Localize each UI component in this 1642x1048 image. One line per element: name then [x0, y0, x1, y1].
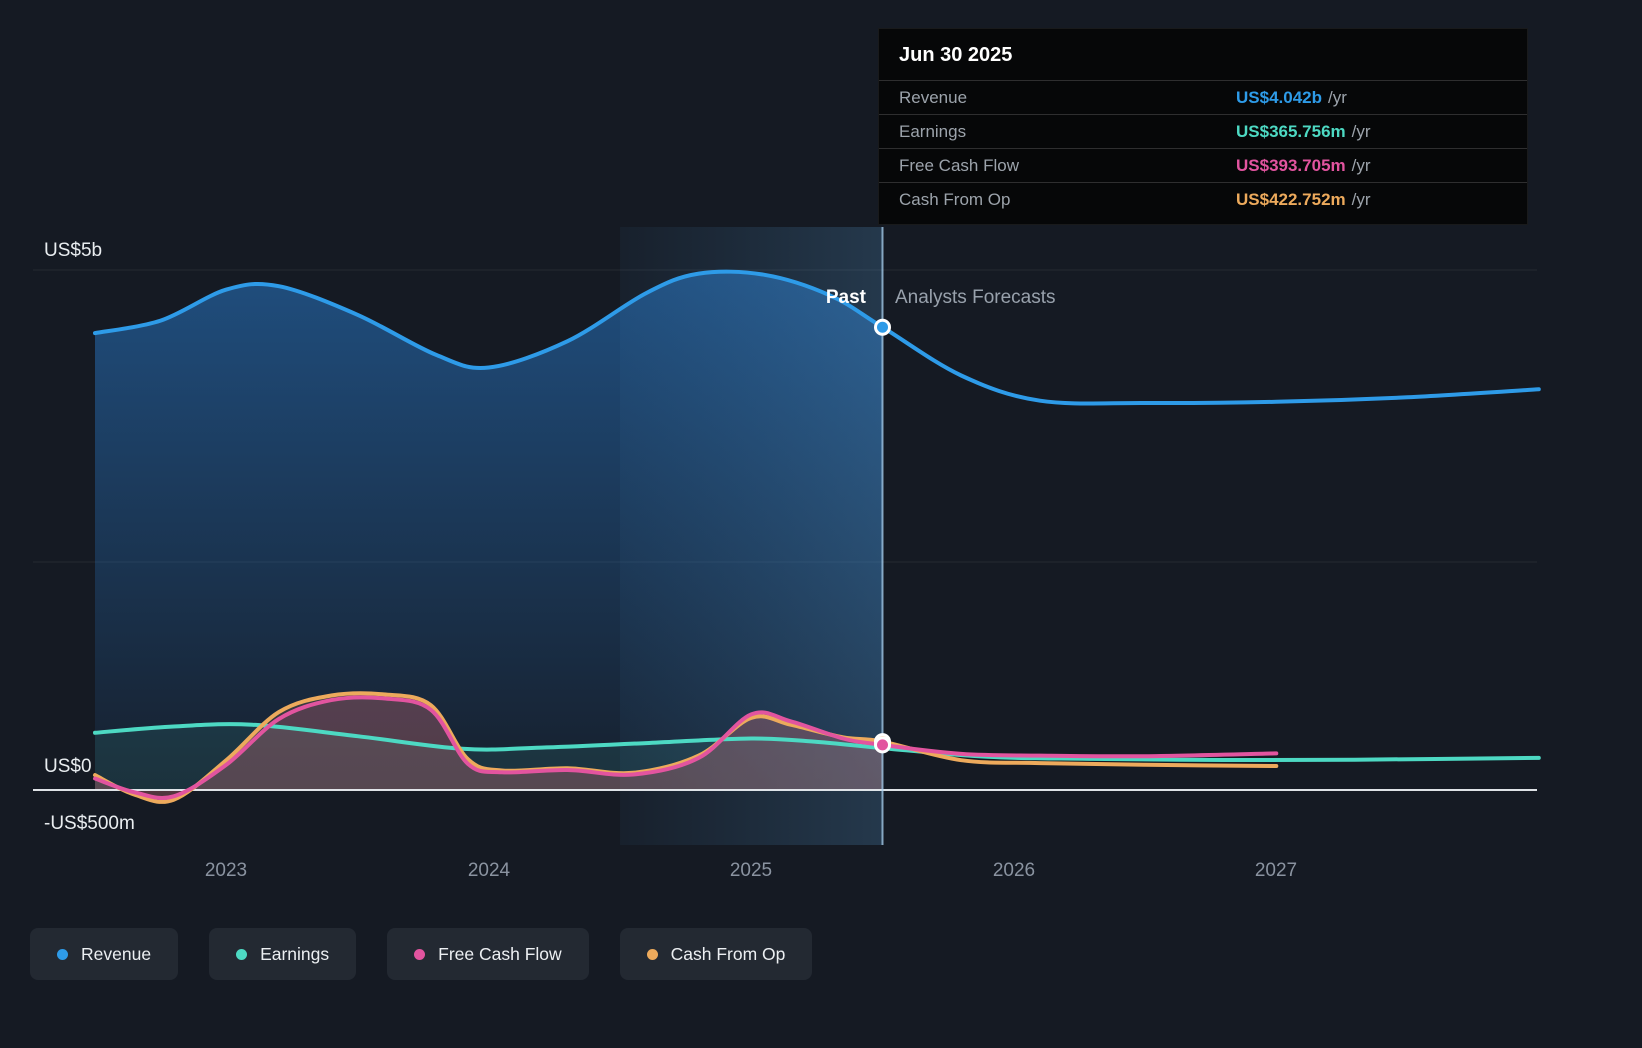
tooltip-date: Jun 30 2025 [899, 44, 1013, 66]
legend-item-revenue[interactable]: Revenue [30, 928, 179, 980]
revenue-dot-icon [57, 948, 68, 960]
tooltip-label: Free Cash Flow [899, 155, 1019, 175]
legend-label-free-cash-flow: Free Cash Flow [438, 943, 562, 964]
free-cash-flow-dot-icon [414, 948, 426, 960]
tooltip-row-free-cash-flow: Free Cash Flow US$393.705m/yr [879, 148, 1527, 182]
analysts-forecasts-label: Analysts Forecasts [895, 287, 1056, 308]
y-axis-label-5b: US$5b [44, 240, 103, 261]
tooltip-value: US$393.705m/yr [1236, 155, 1371, 175]
tooltip-row-revenue: Revenue US$4.042b/yr [879, 80, 1527, 114]
tooltip-value: US$422.752m/yr [1236, 189, 1371, 209]
tooltip: Jun 30 2025 Revenue US$4.042b/yr Earning… [878, 28, 1528, 225]
earnings-area [95, 724, 883, 790]
legend-item-cash-from-op[interactable]: Cash From Op [619, 928, 813, 980]
free-cash-flow-line [93, 695, 1279, 801]
free-cash-flow-marker[interactable] [874, 736, 891, 754]
past-label: Past [825, 287, 866, 308]
tooltip-label: Earnings [899, 121, 967, 141]
x-axis-label-2027: 2027 [1254, 860, 1298, 881]
tooltip-row-earnings: Earnings US$365.756m/yr [879, 114, 1527, 148]
x-axis-label-2026: 2026 [992, 860, 1036, 881]
tooltip-value: US$365.756m/yr [1236, 121, 1371, 141]
tooltip-value: US$4.042b/yr [1236, 87, 1347, 107]
tooltip-label: Cash From Op [899, 189, 1011, 209]
tooltip-row-cash-from-op: Cash From Op US$422.752m/yr [879, 182, 1527, 216]
tooltip-label: Revenue [899, 87, 968, 107]
y-axis-label-0: US$0 [44, 756, 92, 777]
legend-label-revenue: Revenue [81, 943, 152, 964]
x-axis-label-2023: 2023 [204, 860, 248, 881]
x-axis-label-2024: 2024 [467, 860, 511, 881]
revenue-line [93, 269, 1541, 406]
earnings-line [93, 722, 1541, 763]
legend-label-cash-from-op: Cash From Op [670, 943, 786, 964]
cash-from-op-area [95, 693, 883, 802]
y-axis-label-neg500m: -US$500m [44, 813, 135, 834]
x-axis-label-2025: 2025 [729, 860, 773, 881]
earnings-dot-icon [236, 948, 248, 960]
legend-item-free-cash-flow[interactable]: Free Cash Flow [387, 928, 589, 980]
legend: Revenue Earnings Free Cash Flow Cash Fro… [30, 928, 813, 980]
free-cash-flow-area [95, 697, 883, 799]
revenue-marker[interactable] [874, 318, 891, 336]
legend-label-earnings: Earnings [260, 943, 330, 964]
cash-from-op-dot-icon [646, 948, 658, 960]
legend-item-earnings[interactable]: Earnings [209, 928, 357, 980]
